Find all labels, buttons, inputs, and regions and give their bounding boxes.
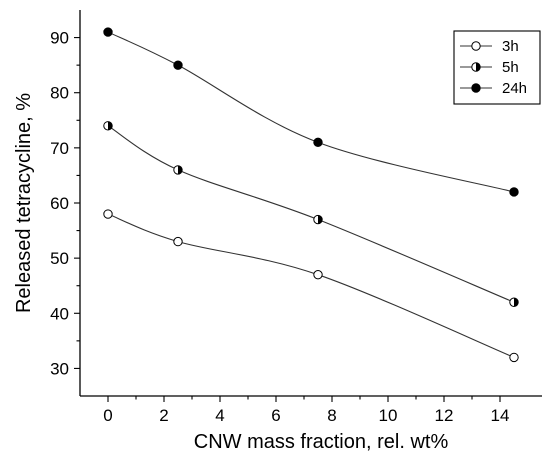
data-point-24h <box>313 137 323 148</box>
data-point-24h <box>509 187 519 197</box>
y-axis-title: Released tetracycline, % <box>13 93 35 313</box>
y-tick-label: 50 <box>50 249 69 268</box>
y-tick-label: 70 <box>50 139 69 158</box>
y-tick-label: 90 <box>50 29 69 48</box>
y-tick-label: 60 <box>50 194 69 213</box>
series-line-24h <box>107 31 515 193</box>
legend: 3h 5h 24h <box>453 30 541 105</box>
data-point-5h <box>313 214 323 225</box>
x-ticks: 0 2 4 6 8 10 12 14 <box>103 396 509 425</box>
y-ticks: 30 40 50 60 70 80 90 <box>50 29 80 378</box>
legend-marker-3h <box>471 41 481 51</box>
x-tick-label: 8 <box>327 406 336 425</box>
legend-label-5h: 5h <box>502 59 519 76</box>
x-tick-label: 0 <box>103 406 112 425</box>
data-point-24h <box>103 27 113 37</box>
y-tick-label: 40 <box>50 304 69 323</box>
series-line-5h <box>107 125 515 303</box>
x-tick-label: 4 <box>215 406 224 425</box>
data-point-3h <box>509 352 519 363</box>
x-tick-label: 2 <box>159 406 168 425</box>
legend-marker-24h <box>471 83 481 93</box>
legend-marker-5h <box>471 62 481 72</box>
data-point-5h <box>103 121 113 131</box>
y-tick-label: 80 <box>50 84 69 103</box>
x-tick-label: 12 <box>435 406 454 425</box>
series-line-3h <box>107 213 515 358</box>
legend-label-24h: 24h <box>502 80 527 97</box>
series-group <box>103 27 519 363</box>
x-axis-title: CNW mass fraction, rel. wt% <box>194 431 449 453</box>
legend-label-3h: 3h <box>502 38 519 55</box>
data-point-3h <box>103 209 113 219</box>
x-tick-label: 6 <box>271 406 280 425</box>
data-point-5h <box>509 297 519 307</box>
data-point-24h <box>173 60 183 70</box>
x-tick-label: 14 <box>491 406 510 425</box>
data-point-5h <box>173 165 183 175</box>
data-point-3h <box>313 269 323 280</box>
x-tick-label: 10 <box>379 406 398 425</box>
data-point-3h <box>173 236 183 247</box>
y-tick-label: 30 <box>50 359 69 378</box>
